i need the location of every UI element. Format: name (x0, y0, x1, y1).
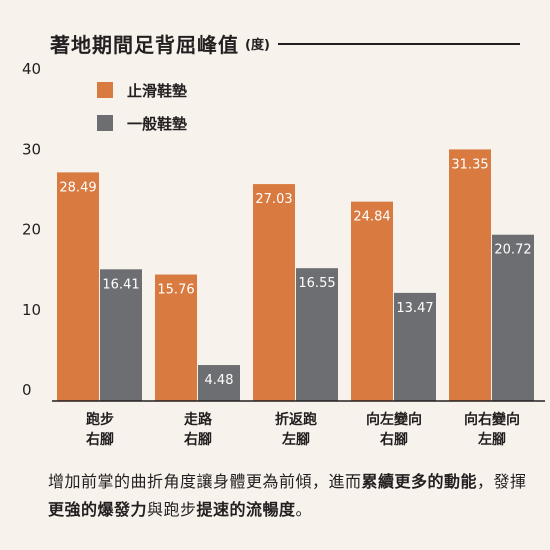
x-tick-label: 右腳 (379, 431, 408, 448)
y-tick-label: 10 (22, 301, 41, 319)
legend-swatch (97, 82, 113, 98)
data-label: 4.48 (205, 373, 234, 388)
bar (100, 269, 142, 401)
y-tick-label: 30 (22, 140, 41, 158)
data-label: 16.41 (102, 277, 139, 292)
x-tick-label: 折返跑 (275, 411, 317, 428)
data-label: 27.03 (255, 192, 292, 207)
x-tick-label: 右腳 (85, 431, 114, 448)
data-label: 13.47 (396, 301, 433, 316)
x-tick-label: 跑步 (86, 411, 114, 428)
chart-title: 著地期間足背屈峰值 (50, 32, 239, 57)
y-tick-label: 0 (22, 381, 32, 399)
y-tick-label: 40 (22, 60, 41, 78)
data-label: 20.72 (494, 243, 531, 258)
bar (394, 292, 436, 401)
bar (449, 149, 491, 401)
chart-unit: (度) (245, 37, 270, 53)
bar (198, 365, 240, 401)
bar (296, 268, 338, 401)
caption-emphasis: 累續更多的動能 (361, 472, 478, 491)
caption-text: 增加前掌的曲折角度讓身體更為前傾，進而 (48, 472, 362, 491)
data-label: 16.55 (298, 276, 335, 291)
caption-emphasis: 提速的流暢度 (196, 500, 296, 519)
data-label: 31.35 (451, 157, 488, 172)
title-rule (277, 43, 520, 45)
x-tick-label: 走路 (184, 411, 213, 428)
y-tick-label: 20 (22, 221, 41, 239)
bar (155, 274, 197, 401)
data-label: 24.84 (353, 210, 390, 225)
x-tick-label: 向左變向 (366, 411, 422, 428)
data-label: 28.49 (59, 180, 96, 195)
x-tick-label: 向右變向 (464, 411, 520, 428)
data-label: 15.76 (157, 283, 194, 298)
caption-text: 。 (295, 500, 313, 519)
bar (351, 201, 393, 401)
caption-emphasis: 更強的爆發力 (48, 500, 148, 519)
legend-label: 一般鞋墊 (127, 115, 187, 133)
caption-text: ，發揮 (477, 472, 527, 491)
x-tick-label: 左腳 (477, 431, 506, 448)
bar (57, 172, 99, 401)
x-tick-label: 右腳 (183, 431, 212, 448)
caption: 增加前掌的曲折角度讓身體更為前傾，進而累續更多的動能，發揮更強的爆發力與跑步提速… (48, 468, 528, 524)
caption-text: 與跑步 (147, 500, 197, 519)
bar-chart: 0 10 20 30 40 28.49 15.76 27.03 24.84 31.35 16.41 4… (22, 60, 545, 448)
chart-title-row: 著地期間足背屈峰值 (度) (50, 28, 520, 58)
x-tick-label: 左腳 (281, 431, 310, 448)
legend-label: 止滑鞋墊 (127, 82, 187, 100)
legend-swatch (97, 115, 113, 131)
bar (492, 234, 534, 401)
bar (253, 184, 295, 401)
